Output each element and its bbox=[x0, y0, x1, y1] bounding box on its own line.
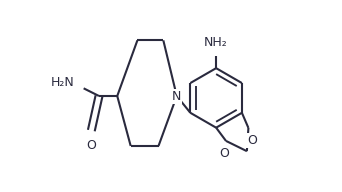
Text: NH₂: NH₂ bbox=[204, 36, 228, 49]
Text: H₂N: H₂N bbox=[50, 76, 74, 89]
Text: O: O bbox=[219, 147, 229, 160]
Text: O: O bbox=[247, 134, 257, 147]
Text: N: N bbox=[172, 89, 182, 103]
Text: O: O bbox=[87, 139, 96, 152]
